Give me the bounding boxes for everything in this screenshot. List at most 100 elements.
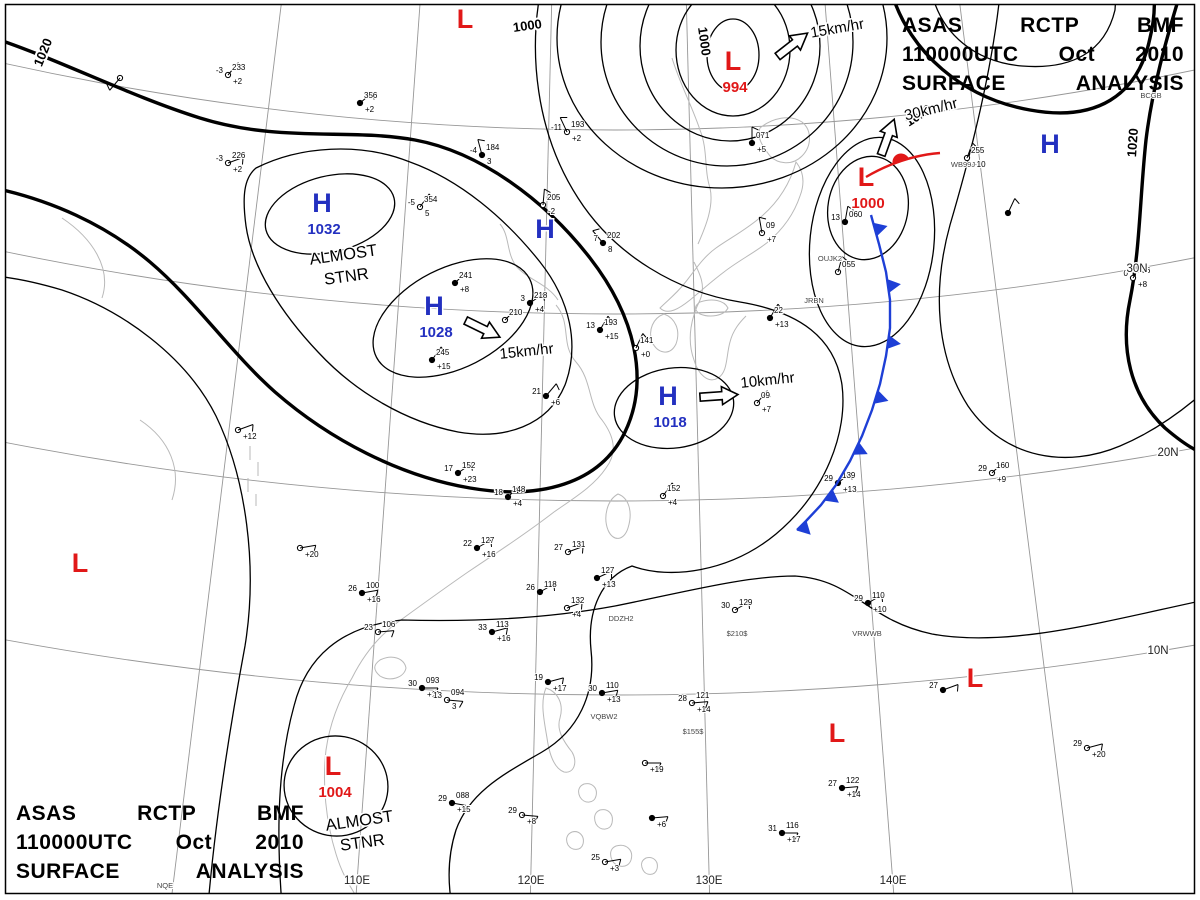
title-word: SURFACE	[16, 860, 120, 883]
svg-text:17: 17	[444, 464, 453, 473]
station-plot: 17 152 +23	[443, 460, 478, 485]
svg-text:23: 23	[364, 623, 373, 632]
svg-text:3: 3	[521, 294, 526, 303]
svg-text:+5: +5	[757, 145, 767, 154]
svg-text:+20: +20	[305, 550, 319, 559]
svg-text:148: 148	[512, 485, 526, 494]
svg-text:JRBN: JRBN	[804, 296, 824, 305]
svg-text:+15: +15	[457, 805, 471, 814]
isobar-1020-bold	[894, 5, 1157, 115]
station-plot: 241 +8	[451, 270, 474, 295]
svg-text:13: 13	[586, 321, 595, 330]
svg-text:193: 193	[604, 318, 618, 327]
isobar	[278, 575, 1194, 894]
station-plot: 22 +13	[766, 303, 790, 330]
svg-text:20N: 20N	[1157, 447, 1178, 459]
svg-text:10N: 10N	[1147, 645, 1168, 657]
title-word: 2010	[1135, 43, 1184, 66]
svg-text:152: 152	[462, 461, 476, 470]
svg-text:+6: +6	[657, 820, 667, 829]
station-plot: 27 131	[553, 539, 587, 556]
svg-text:120E: 120E	[518, 875, 545, 887]
svg-text:+13: +13	[775, 320, 789, 329]
svg-text:3: 3	[487, 157, 492, 166]
cold-front-tooth	[887, 335, 901, 349]
title-line-1: ASAS RCTP BMF	[902, 14, 1184, 38]
isobar	[448, 5, 844, 894]
svg-text:DDZH2: DDZH2	[608, 614, 633, 623]
svg-text:+2: +2	[233, 165, 243, 174]
svg-text:L: L	[72, 548, 89, 578]
coastlines	[61, 57, 810, 894]
svg-text:09: 09	[761, 391, 770, 400]
svg-text:+3: +3	[610, 864, 620, 873]
svg-text:+13: +13	[843, 485, 857, 494]
svg-text:28: 28	[678, 694, 687, 703]
station-plot: 29 160 +9	[977, 460, 1011, 485]
svg-text:193: 193	[571, 120, 585, 129]
svg-text:5: 5	[425, 209, 430, 218]
title-word: RCTP	[1020, 14, 1080, 37]
cold-front-tooth	[873, 390, 889, 404]
svg-text:H: H	[424, 291, 444, 321]
svg-text:L: L	[967, 663, 984, 693]
svg-text:088: 088	[456, 791, 470, 800]
station-plot: -4 184 3	[469, 139, 501, 167]
svg-text:19: 19	[534, 673, 543, 682]
station-plot: 31 116 +17	[767, 820, 802, 845]
svg-text:-4: -4	[470, 146, 478, 155]
svg-text:110: 110	[872, 591, 885, 600]
station-plot	[1004, 198, 1020, 217]
svg-text:+15: +15	[427, 690, 441, 699]
svg-text:226: 226	[232, 151, 246, 160]
title-word: Oct	[1058, 43, 1096, 66]
station-plot: 18 148 +4	[493, 484, 527, 509]
svg-text:7: 7	[594, 234, 599, 243]
station-plot: 29 139 +13	[823, 470, 858, 495]
svg-text:-11: -11	[551, 123, 563, 132]
title-word: SURFACE	[902, 72, 1006, 95]
svg-text:30N: 30N	[1126, 263, 1147, 275]
title-line-1: ASAS RCTP BMF	[16, 802, 304, 826]
station-plot: 29 088 +15	[437, 790, 472, 815]
station-plot: 30 129	[720, 597, 754, 614]
svg-text:+15: +15	[437, 362, 451, 371]
title-block-bottom-left: ASAS RCTP BMF 110000UTC Oct 2010 SURFACE ANAL…	[16, 802, 304, 884]
svg-text:+4: +4	[535, 305, 545, 314]
station-plot: +6	[648, 814, 669, 830]
isobar	[243, 148, 573, 435]
isobar-1018	[613, 366, 735, 450]
svg-text:255: 255	[971, 146, 985, 155]
svg-text:1020: 1020	[30, 36, 55, 68]
title-line-2: 110000UTC Oct 2010	[16, 831, 304, 855]
svg-text:H: H	[535, 214, 555, 244]
svg-text:205: 205	[547, 193, 561, 202]
cold-front-tooth	[796, 520, 811, 535]
svg-text:127: 127	[481, 536, 495, 545]
svg-text:09: 09	[766, 221, 775, 230]
station-plot: 27 122 +14	[827, 775, 862, 800]
svg-text:H: H	[1040, 129, 1060, 159]
svg-text:13: 13	[831, 213, 840, 222]
isobar-1004	[283, 735, 389, 837]
svg-text:L: L	[325, 751, 342, 781]
svg-text:218: 218	[534, 291, 548, 300]
isobar	[556, 5, 888, 189]
svg-text:+9: +9	[997, 475, 1007, 484]
svg-text:121: 121	[696, 691, 710, 700]
station-plot: 3 218 +4	[520, 290, 549, 315]
svg-text:$155$: $155$	[683, 727, 705, 736]
svg-text:29: 29	[978, 464, 987, 473]
svg-text:1028: 1028	[419, 324, 452, 341]
svg-text:30: 30	[721, 601, 730, 610]
station-plot: 27	[928, 680, 959, 694]
svg-text:31: 31	[768, 824, 777, 833]
svg-text:+17: +17	[787, 835, 801, 844]
station-plot: +12	[234, 424, 258, 442]
svg-text:+8: +8	[527, 817, 537, 826]
isobar	[826, 155, 910, 261]
